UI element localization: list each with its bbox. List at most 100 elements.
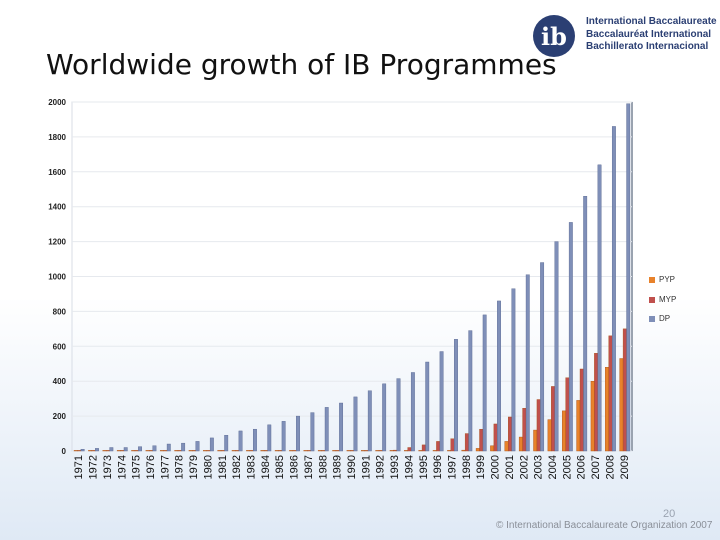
x-tick-label: 2008 [604, 455, 616, 479]
bar-pyp-1995 [418, 450, 423, 452]
bar-pyp-2002 [518, 436, 523, 452]
bar-dp-1996 [439, 351, 444, 452]
bar-pyp-1982 [231, 450, 236, 452]
y-tick-label: 0 [62, 447, 67, 456]
bar-pyp-1979 [188, 450, 193, 452]
x-tick-label: 1974 [116, 455, 128, 479]
y-tick-label: 2000 [48, 98, 66, 107]
bar-pyp-2008 [605, 367, 609, 452]
bar-dp-1975 [138, 446, 142, 452]
bar-dp-2009 [626, 103, 631, 452]
bar-myp-1996 [436, 441, 441, 452]
bar-pyp-1989 [332, 450, 337, 452]
bar-myp-1974 [120, 450, 125, 452]
bar-pyp-2005 [562, 410, 566, 452]
bar-pyp-1998 [461, 449, 466, 452]
y-tick-label: 1200 [48, 238, 66, 247]
logo-line-es: Bachillerato Internacional [586, 41, 709, 52]
x-tick-label: 1976 [145, 455, 157, 479]
x-tick-label: 1979 [188, 455, 200, 479]
y-tick-label: 1000 [48, 273, 66, 282]
x-tick-label: 1999 [475, 455, 487, 479]
y-tick-label: 200 [53, 412, 67, 421]
x-tick-label: 1985 [274, 455, 286, 479]
x-tick-label: 1988 [317, 455, 329, 479]
bar-dp-1989 [339, 402, 344, 452]
legend-swatch-pyp [649, 276, 655, 283]
y-tick-label: 400 [53, 377, 67, 386]
legend-item-dp[interactable]: DP [649, 314, 670, 323]
bar-pyp-2006 [576, 400, 581, 452]
bar-dp-1978 [181, 442, 186, 452]
bar-pyp-1996 [432, 450, 437, 452]
bar-myp-1979 [192, 450, 196, 452]
chart-gridlines [71, 101, 633, 452]
bar-myp-2000 [493, 423, 498, 452]
legend-item-myp[interactable]: MYP [649, 295, 676, 304]
bar-myp-1976 [149, 450, 153, 452]
bar-myp-1978 [177, 450, 182, 452]
bar-dp-1991 [367, 390, 372, 452]
bar-pyp-1987 [303, 450, 308, 452]
bar-pyp-1992 [375, 450, 380, 452]
bar-pyp-1973 [102, 450, 107, 452]
bar-pyp-1993 [389, 450, 394, 452]
x-tick-label: 2001 [504, 455, 516, 479]
bar-dp-1993 [396, 378, 401, 452]
bar-dp-2001 [511, 288, 516, 452]
x-tick-label: 1986 [289, 455, 301, 479]
x-tick-label: 1992 [375, 455, 387, 479]
x-tick-label: 1971 [73, 455, 85, 479]
page-number: 20 [663, 508, 676, 520]
bar-dp-1974 [123, 447, 128, 452]
bar-myp-1999 [479, 428, 484, 452]
logo-line-fr: Baccalauréat International [586, 28, 712, 40]
bar-dp-1985 [281, 421, 286, 452]
bar-pyp-1999 [475, 448, 480, 452]
y-tick-label: 800 [53, 307, 67, 316]
bar-dp-1983 [253, 428, 257, 452]
bar-myp-2005 [565, 377, 570, 452]
bar-dp-1979 [195, 441, 200, 452]
slide-title: Worldwide growth of IB Programmes [46, 48, 557, 81]
bar-pyp-2003 [533, 429, 538, 452]
x-tick-label: 1972 [88, 455, 100, 479]
x-tick-label: 2003 [533, 455, 545, 479]
x-tick-label: 1997 [447, 455, 459, 479]
bar-dp-1981 [224, 435, 229, 452]
bar-dp-2002 [525, 274, 530, 452]
x-tick-label: 1994 [403, 455, 415, 479]
bar-pyp-1972 [88, 450, 93, 452]
bar-pyp-1991 [360, 450, 365, 452]
bar-pyp-1974 [116, 450, 121, 452]
ib-logo-mark: ib [541, 22, 567, 51]
bar-myp-2001 [508, 416, 512, 452]
bar-dp-1973 [109, 447, 114, 452]
ib-logo-globe-icon [533, 15, 575, 57]
legend-item-pyp[interactable]: PYP [649, 275, 675, 284]
x-tick-label: 1983 [245, 455, 257, 479]
bar-myp-1992 [378, 450, 383, 452]
x-tick-label: 1984 [260, 455, 272, 479]
legend-label-dp: DP [659, 314, 671, 323]
bar-dp-2000 [497, 300, 501, 452]
bar-myp-1973 [105, 450, 110, 452]
bar-myp-1983 [249, 450, 254, 452]
x-tick-label: 1981 [217, 455, 229, 479]
bar-myp-1975 [134, 450, 139, 452]
bar-myp-2002 [522, 408, 527, 452]
bar-dp-1990 [353, 396, 358, 452]
x-tick-label: 1973 [102, 455, 114, 479]
legend-label-myp: MYP [659, 295, 677, 304]
bar-dp-2005 [568, 222, 573, 452]
bar-myp-1988 [321, 450, 326, 452]
bar-dp-1997 [454, 339, 458, 452]
bar-pyp-2000 [490, 445, 495, 452]
bar-myp-1972 [91, 450, 96, 452]
x-tick-label: 1991 [360, 455, 372, 479]
bar-dp-2008 [611, 126, 616, 452]
bar-myp-1986 [292, 450, 297, 452]
x-tick-label: 2002 [518, 455, 530, 479]
bar-myp-2007 [594, 353, 599, 452]
x-tick-label: 1998 [461, 455, 473, 479]
